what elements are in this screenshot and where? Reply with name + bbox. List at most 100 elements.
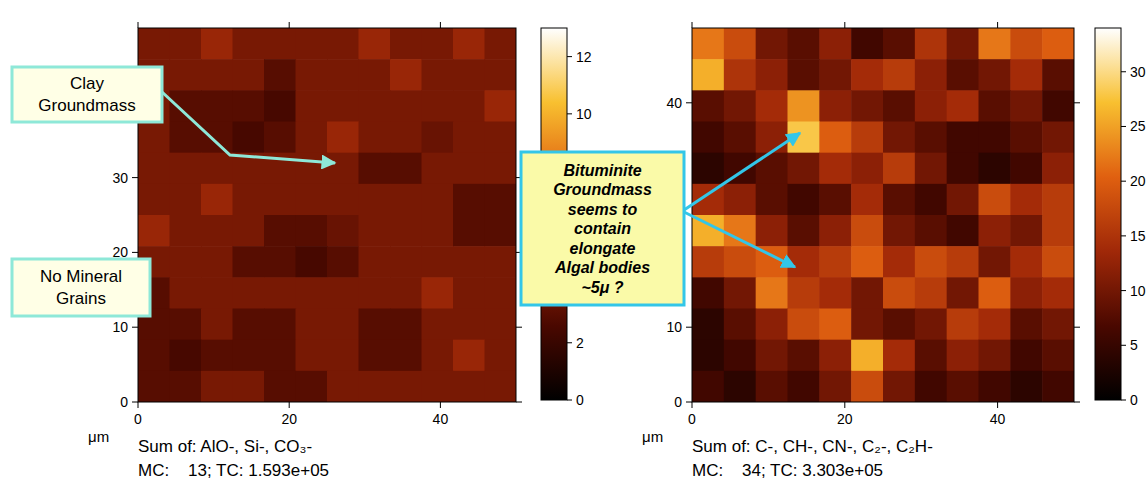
heatmap-cell — [201, 340, 233, 372]
heatmap-cell — [233, 277, 265, 309]
heatmap-cell — [819, 340, 851, 372]
heatmap-cell — [819, 246, 851, 278]
heatmap-cell — [979, 215, 1011, 247]
heatmap-cell — [422, 371, 454, 402]
heatmap-cell — [390, 59, 422, 91]
annotation-text: elongate — [570, 240, 636, 257]
heatmap-cell — [979, 340, 1011, 372]
heatmap-cell — [485, 371, 517, 402]
heatmap-cell — [233, 371, 265, 402]
heatmap-cell — [359, 59, 391, 91]
heatmap-cell — [915, 246, 947, 278]
heatmap-cell — [947, 371, 979, 402]
heatmap-cell — [296, 215, 328, 247]
heatmap-cell — [947, 90, 979, 122]
heatmap-cell — [692, 59, 724, 91]
y-tick — [132, 177, 138, 178]
heatmap-cell — [851, 340, 883, 372]
heatmap-cell — [947, 184, 979, 216]
heatmap-cell — [819, 215, 851, 247]
heatmap-cell — [170, 28, 202, 60]
annotation-box — [12, 67, 162, 122]
colorbar-tick — [1121, 126, 1126, 127]
heatmap-cell — [915, 309, 947, 341]
colorbar-tick — [1121, 235, 1126, 236]
heatmap-cell — [327, 184, 359, 216]
heatmap-cell — [819, 309, 851, 341]
heatmap-cell — [264, 184, 296, 216]
heatmap-cell — [915, 184, 947, 216]
x-axis-label: μm — [88, 428, 109, 445]
heatmap-cell — [788, 215, 820, 247]
heatmap-cell — [359, 153, 391, 185]
heatmap-cell — [296, 277, 328, 309]
heatmap-cell — [327, 122, 359, 154]
y-tick-right — [1074, 327, 1080, 328]
heatmap-cell — [1042, 153, 1074, 185]
heatmap-cell — [296, 59, 328, 91]
plot-frame — [138, 28, 516, 402]
y-tick — [132, 252, 138, 253]
heatmap-cell — [979, 309, 1011, 341]
colorbar-tick — [567, 342, 572, 343]
y-tick-right — [1074, 102, 1080, 103]
heatmap-cell — [296, 28, 328, 60]
heatmap-cell — [201, 215, 233, 247]
colorbar-tick — [567, 56, 572, 57]
heatmap-cell — [485, 59, 517, 91]
heatmap-cell — [883, 309, 915, 341]
heatmap-cell — [453, 246, 485, 278]
heatmap-cell — [390, 215, 422, 247]
heatmap-cell — [201, 309, 233, 341]
heatmap-cell — [201, 90, 233, 122]
heatmap-cell — [915, 122, 947, 154]
heatmap-cell — [327, 277, 359, 309]
heatmap-cell — [201, 28, 233, 60]
caption: MC: 34; TC: 3.303e+05 — [692, 461, 883, 480]
x-tick — [692, 402, 693, 408]
heatmap-cell — [327, 246, 359, 278]
heatmap-cell — [724, 246, 756, 278]
heatmap-cell — [1010, 215, 1042, 247]
heatmap-cell — [915, 277, 947, 309]
heatmap-cell — [296, 122, 328, 154]
heatmap-cell — [788, 309, 820, 341]
heatmap-cell — [453, 184, 485, 216]
arrow — [684, 212, 795, 267]
heatmap-cell — [233, 28, 265, 60]
colorbar-tick-label: 2 — [576, 335, 584, 351]
colorbar-tick — [567, 113, 572, 114]
heatmap-cell — [264, 340, 296, 372]
heatmap-cell — [819, 153, 851, 185]
colorbar-tick-label: 10 — [1130, 283, 1146, 299]
heatmap-cell — [692, 122, 724, 154]
heatmap-cell — [979, 153, 1011, 185]
heatmap-cell — [788, 277, 820, 309]
colorbar-tick — [1121, 345, 1126, 346]
heatmap-cell — [819, 184, 851, 216]
heatmap-cell — [359, 309, 391, 341]
heatmap-cell — [453, 309, 485, 341]
heatmap-cell — [296, 309, 328, 341]
heatmap-cell — [390, 28, 422, 60]
heatmap-cell — [359, 90, 391, 122]
y-tick-right — [516, 402, 522, 403]
heatmap-cell — [264, 90, 296, 122]
heatmap-cell — [264, 215, 296, 247]
heatmap-cell — [422, 340, 454, 372]
heatmap-cell — [851, 215, 883, 247]
heatmap-cell — [851, 153, 883, 185]
heatmap-cell — [138, 184, 170, 216]
heatmap-cell — [233, 215, 265, 247]
heatmap-cell — [883, 153, 915, 185]
colorbar-tick-label: 0 — [576, 392, 584, 408]
x-tick — [289, 402, 290, 408]
heatmap-cell — [692, 340, 724, 372]
heatmap-cell — [233, 122, 265, 154]
heatmap-cell — [883, 340, 915, 372]
annotation-box — [521, 152, 684, 305]
y-tick-right — [1074, 402, 1080, 403]
heatmap-cell — [788, 246, 820, 278]
heatmap-cell — [1042, 340, 1074, 372]
heatmap-cell — [422, 277, 454, 309]
